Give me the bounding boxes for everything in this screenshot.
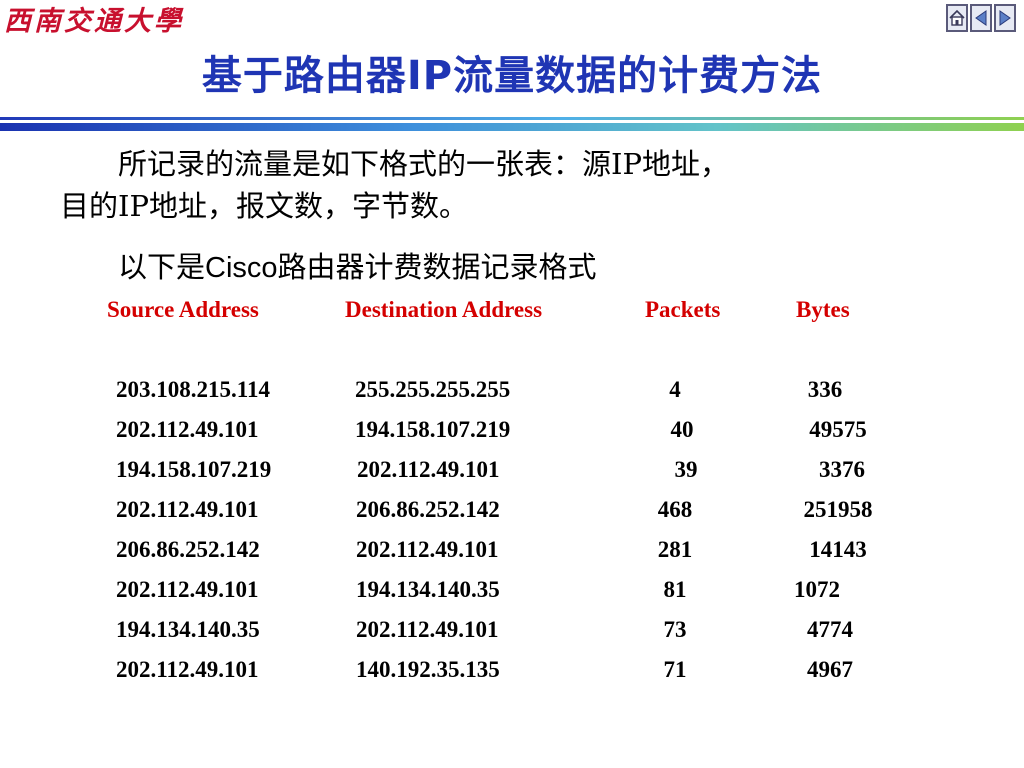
cell-packets: 4 [669, 377, 681, 402]
title-divider-thick [0, 123, 1024, 131]
cell-source-address: 206.86.252.142 [116, 537, 260, 562]
cell-packets: 281 [657, 537, 693, 562]
cell-source-address: 194.158.107.219 [116, 457, 272, 482]
university-logo: 西南交通大學 [4, 6, 184, 37]
cell-packets: 468 [657, 497, 693, 522]
format-line: 以下是Cisco路由器计费数据记录格式 [118, 246, 597, 289]
header-packets: Packets [645, 297, 721, 322]
cell-packets: 40 [670, 417, 694, 442]
cell-packets: 39 [674, 457, 698, 482]
intro-line-2: 目的IP地址，报文数，字节数。 [60, 189, 468, 223]
cell-destination-address: 255.255.255.255 [355, 377, 511, 402]
previous-slide-button[interactable] [970, 4, 992, 32]
cell-source-address: 202.112.49.101 [116, 417, 259, 442]
cell-destination-address: 140.192.35.135 [356, 657, 500, 682]
cell-bytes: 4967 [807, 657, 853, 682]
cell-destination-address: 194.134.140.35 [356, 577, 500, 602]
format-prefix: 以下是 [118, 250, 206, 284]
slide-title: 基于路由器IP流量数据的计费方法 [201, 53, 823, 99]
cell-destination-address: 202.112.49.101 [356, 537, 499, 562]
cell-source-address: 203.108.215.114 [116, 377, 270, 402]
cell-bytes: 251958 [803, 497, 873, 522]
header-source-address: Source Address [107, 297, 259, 322]
home-icon [949, 9, 965, 26]
format-suffix: 路由器计费数据记录格式 [277, 250, 597, 284]
cell-packets: 81 [663, 577, 687, 602]
header-bytes: Bytes [796, 297, 850, 322]
triangle-right-icon [999, 10, 1011, 26]
slide-navigation [946, 4, 1016, 32]
cell-bytes: 3376 [819, 457, 865, 482]
intro-line-1: 所记录的流量是如下格式的一张表：源IP地址， [118, 147, 729, 181]
cell-destination-address: 202.112.49.101 [357, 457, 500, 482]
cell-destination-address: 194.158.107.219 [355, 417, 511, 442]
intro-paragraph: 所记录的流量是如下格式的一张表：源IP地址， 目的IP地址，报文数，字节数。 [60, 143, 960, 227]
cell-destination-address: 202.112.49.101 [356, 617, 499, 642]
cell-bytes: 49575 [809, 417, 867, 442]
header-destination-address: Destination Address [345, 297, 543, 322]
cell-bytes: 336 [807, 377, 843, 402]
triangle-left-icon [975, 10, 987, 26]
cell-source-address: 202.112.49.101 [116, 497, 259, 522]
home-button[interactable] [946, 4, 968, 32]
cell-packets: 73 [663, 617, 687, 642]
format-brand: Cisco [205, 252, 278, 284]
cell-source-address: 194.134.140.35 [116, 617, 260, 642]
cell-destination-address: 206.86.252.142 [356, 497, 500, 522]
cell-source-address: 202.112.49.101 [116, 577, 259, 602]
next-slide-button[interactable] [994, 4, 1016, 32]
title-divider-thin [0, 117, 1024, 120]
cell-bytes: 1072 [794, 577, 840, 602]
cell-bytes: 14143 [809, 537, 867, 562]
cell-source-address: 202.112.49.101 [116, 657, 259, 682]
cell-bytes: 4774 [807, 617, 853, 642]
cell-packets: 71 [663, 657, 687, 682]
